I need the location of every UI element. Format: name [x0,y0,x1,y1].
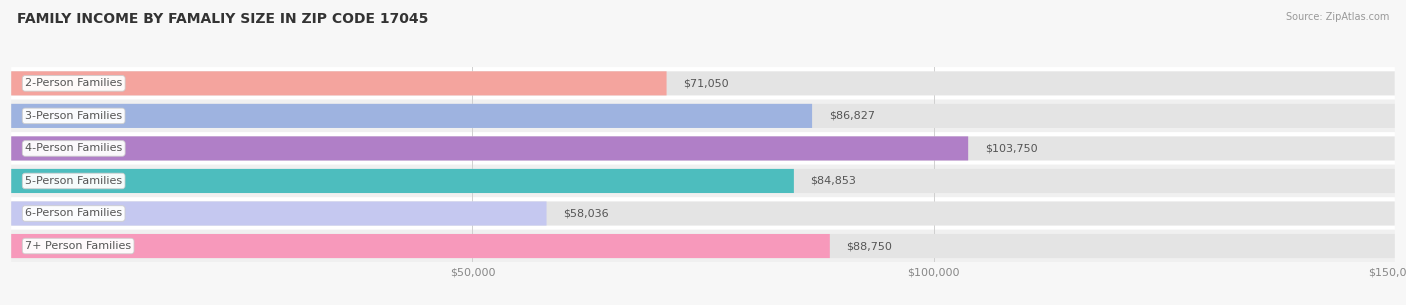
FancyBboxPatch shape [11,234,830,258]
Text: $103,750: $103,750 [984,143,1038,153]
Text: $86,827: $86,827 [828,111,875,121]
FancyBboxPatch shape [11,104,1395,128]
Text: $58,036: $58,036 [564,209,609,218]
Text: 6-Person Families: 6-Person Families [25,209,122,218]
FancyBboxPatch shape [11,201,547,226]
FancyBboxPatch shape [11,71,666,95]
FancyBboxPatch shape [11,169,794,193]
FancyBboxPatch shape [11,71,1395,95]
FancyBboxPatch shape [11,132,1395,165]
Text: $84,853: $84,853 [810,176,856,186]
FancyBboxPatch shape [11,100,1395,132]
FancyBboxPatch shape [11,136,1395,160]
FancyBboxPatch shape [11,169,1395,193]
FancyBboxPatch shape [11,230,1395,262]
Text: 4-Person Families: 4-Person Families [25,143,122,153]
FancyBboxPatch shape [11,201,1395,226]
FancyBboxPatch shape [11,136,969,160]
FancyBboxPatch shape [11,197,1395,230]
Text: FAMILY INCOME BY FAMALIY SIZE IN ZIP CODE 17045: FAMILY INCOME BY FAMALIY SIZE IN ZIP COD… [17,12,429,26]
Text: $88,750: $88,750 [846,241,893,251]
FancyBboxPatch shape [11,67,1395,100]
Text: $71,050: $71,050 [683,78,728,88]
FancyBboxPatch shape [11,234,1395,258]
Text: 7+ Person Families: 7+ Person Families [25,241,131,251]
Text: 2-Person Families: 2-Person Families [25,78,122,88]
Text: Source: ZipAtlas.com: Source: ZipAtlas.com [1285,12,1389,22]
FancyBboxPatch shape [11,165,1395,197]
FancyBboxPatch shape [11,104,813,128]
Text: 3-Person Families: 3-Person Families [25,111,122,121]
Text: 5-Person Families: 5-Person Families [25,176,122,186]
